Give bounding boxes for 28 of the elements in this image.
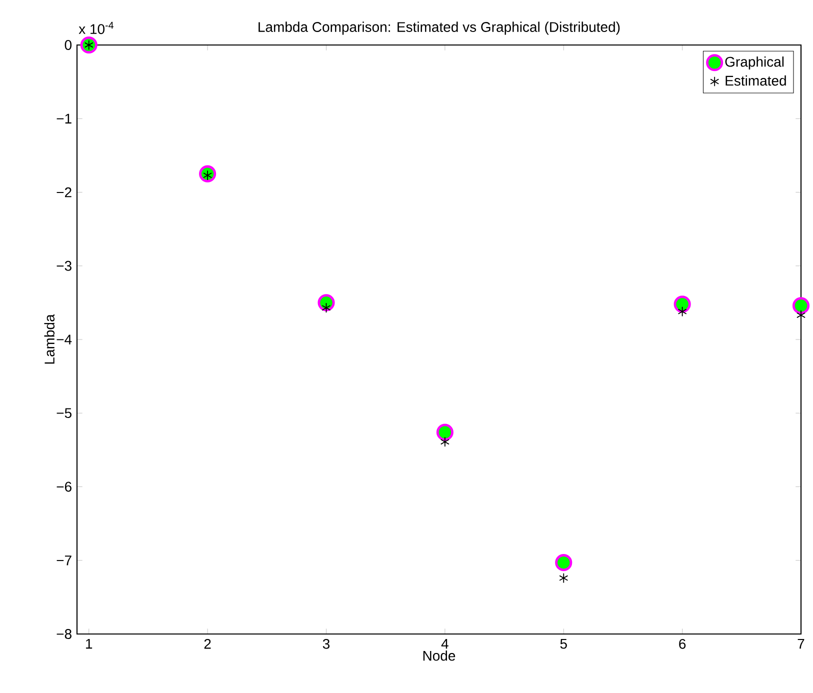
x-tick-label: 5 <box>560 638 567 649</box>
y-tick-label: 0 <box>64 40 72 50</box>
x-tick-label: 6 <box>679 638 686 649</box>
point <box>559 572 568 584</box>
x-tick-label: 2 <box>204 638 211 649</box>
y-tick-label: −7 <box>56 556 72 566</box>
y-tick-label: −2 <box>56 187 72 198</box>
point <box>436 424 454 441</box>
legend-label: Estimated <box>726 75 786 86</box>
point <box>674 296 691 313</box>
legend-label: Graphical <box>725 56 784 70</box>
point <box>678 306 687 317</box>
x-tick-label: 1 <box>86 638 92 649</box>
y-tick-label: −3 <box>56 260 72 271</box>
y-tick-label: −8 <box>56 629 72 639</box>
y-tick-label: −4 <box>56 334 72 344</box>
y-tick-label: −6 <box>56 482 72 492</box>
y-tick-label: −1 <box>56 114 72 124</box>
x-tick-label: 4 <box>441 638 448 649</box>
x-axis-title: Node <box>423 650 456 661</box>
text: x 10$^{-4}$ <box>78 22 114 34</box>
point <box>555 554 572 572</box>
chart-title: Lambda Comparison: Estimated vs Graphical (Distributed) <box>258 22 620 35</box>
x-tick-label: 7 <box>798 638 804 649</box>
y-tick-label: −5 <box>56 408 72 418</box>
point <box>440 436 450 447</box>
x-tick-label: 3 <box>322 638 330 649</box>
y-axis-title: Lambda <box>44 314 55 364</box>
